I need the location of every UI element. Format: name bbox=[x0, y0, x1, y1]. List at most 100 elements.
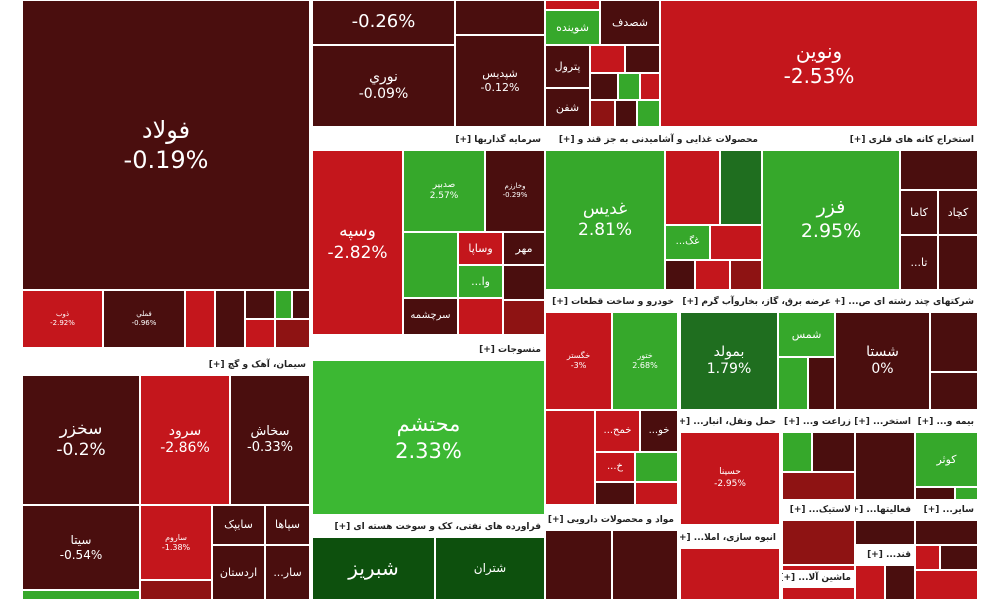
stock-change: 2.68% bbox=[632, 361, 658, 370]
tile bbox=[215, 290, 245, 348]
tile bbox=[595, 482, 635, 505]
sector-header[interactable]: لاستیک... [+] bbox=[782, 502, 855, 520]
stock-change: -2.92% bbox=[50, 319, 75, 327]
stock-change: -0.54% bbox=[59, 547, 103, 562]
stock-symbol: خو... bbox=[648, 424, 670, 436]
sector-header[interactable]: سیمان، آهک و گچ [+] bbox=[22, 357, 310, 375]
stock-symbol: ذوب bbox=[55, 310, 70, 319]
stock-symbol: شبریز bbox=[348, 556, 399, 580]
tile bbox=[455, 0, 545, 35]
stock-change: -2.53% bbox=[783, 63, 855, 88]
stock-tile: فملي -0.96% bbox=[103, 290, 185, 348]
sector-header[interactable]: شرکتهای چند رشته ای ص... [+] bbox=[835, 294, 978, 312]
stock-symbol: شصدف bbox=[612, 15, 648, 29]
stock-tile: سخاش -0.33% bbox=[230, 375, 310, 505]
tile bbox=[885, 565, 915, 600]
stock-symbol: ختور bbox=[637, 351, 653, 360]
tile bbox=[855, 520, 915, 545]
stock-change: -0.96% bbox=[131, 319, 157, 327]
sector-header[interactable]: سایر... [+] bbox=[915, 502, 978, 520]
sector-header[interactable]: استخراج کانه های فلزی [+] bbox=[762, 132, 978, 150]
tile bbox=[590, 45, 625, 73]
sector-header[interactable]: زراعت و... [+] bbox=[782, 414, 855, 432]
tile bbox=[955, 487, 978, 500]
sector-header[interactable]: فعالیتها... [+] bbox=[855, 502, 915, 520]
stock-tile: وسپه -2.82% bbox=[312, 150, 403, 335]
tile bbox=[625, 45, 660, 73]
stock-tile: وساپا bbox=[458, 232, 503, 265]
stock-tile: سرچشمه bbox=[403, 298, 458, 335]
stock-tile: وا... bbox=[458, 265, 503, 298]
stock-change: -2.82% bbox=[327, 242, 388, 263]
tile bbox=[778, 357, 808, 410]
tile bbox=[590, 100, 615, 127]
stock-tile: بمولد 1.79% bbox=[680, 312, 778, 410]
tile bbox=[938, 235, 978, 290]
sector-header[interactable]: خودرو و ساخت قطعات [+] bbox=[545, 294, 678, 312]
tile bbox=[635, 452, 678, 482]
sector-header[interactable]: محصولات غذایی و آشامیدنی به جز قند و [+] bbox=[545, 132, 762, 150]
stock-change: -0.2% bbox=[56, 440, 106, 460]
tile bbox=[637, 100, 660, 127]
tile bbox=[930, 372, 978, 410]
tile bbox=[665, 150, 720, 225]
stock-change: -2.95% bbox=[714, 478, 746, 489]
sector-header[interactable]: انبوه سازی، املا... [+] bbox=[680, 530, 780, 548]
stock-symbol: خمح... bbox=[603, 424, 632, 436]
stock-symbol: سرچشمه bbox=[410, 310, 451, 322]
tile bbox=[590, 73, 618, 100]
stock-symbol: مهر bbox=[515, 241, 533, 255]
stock-symbol: پترول bbox=[554, 59, 581, 73]
stock-symbol: وخارزم bbox=[504, 182, 526, 191]
stock-change: 2.81% bbox=[578, 220, 633, 240]
sector-header[interactable]: ماشین آلا... [+] bbox=[782, 570, 855, 588]
tile bbox=[545, 410, 595, 505]
stock-symbol: وساپا bbox=[468, 241, 493, 255]
stock-tile: خ... bbox=[595, 452, 635, 482]
sector-header[interactable]: سرمایه گذاریها [+] bbox=[312, 132, 545, 150]
sector-header[interactable]: قند... [+] bbox=[855, 547, 915, 565]
tile bbox=[275, 290, 292, 319]
stock-symbol: شپديس bbox=[482, 67, 518, 81]
sector-header[interactable]: مواد و محصولات دارویی [+] bbox=[545, 512, 678, 530]
stock-change: 2.95% bbox=[800, 220, 862, 242]
stock-symbol: فولاد bbox=[141, 116, 191, 144]
tile bbox=[458, 298, 503, 335]
stock-change: 0% bbox=[871, 361, 894, 377]
tile bbox=[185, 290, 215, 348]
stock-tile: سپاها bbox=[265, 505, 310, 545]
sector-header[interactable]: فراورده های نفتی، کک و سوخت هسته ای [+] bbox=[312, 519, 545, 537]
sector-header[interactable]: منسوجات [+] bbox=[312, 342, 545, 360]
tile bbox=[915, 487, 955, 500]
stock-change: 2.33% bbox=[395, 438, 462, 463]
tile bbox=[640, 73, 660, 100]
tile bbox=[900, 150, 978, 190]
stock-symbol: غگ... bbox=[675, 236, 700, 248]
stock-tile: صدبیر 2.57% bbox=[403, 150, 485, 232]
stock-tile: ختور 2.68% bbox=[612, 312, 678, 410]
stock-symbol: ونوين bbox=[795, 38, 843, 63]
stock-tile: ذوب -2.92% bbox=[22, 290, 103, 348]
stock-tile: مهر bbox=[503, 232, 545, 265]
stock-symbol: سپاها bbox=[274, 518, 301, 532]
stock-tile: ساروم -1.38% bbox=[140, 505, 212, 580]
stock-change: 1.79% bbox=[706, 361, 752, 377]
stock-tile: سرود -2.86% bbox=[140, 375, 230, 505]
stock-tile: کاما bbox=[900, 190, 938, 235]
sector-header[interactable]: عرضه برق، گاز، بخاروآب گرم [+] bbox=[680, 294, 835, 312]
tile bbox=[812, 432, 855, 472]
stock-tile: شتران bbox=[435, 537, 545, 600]
stock-symbol: اردستان bbox=[219, 565, 258, 579]
stock-tile: سخزر -0.2% bbox=[22, 375, 140, 505]
tile bbox=[782, 520, 855, 565]
sector-header[interactable]: استخر... [+] bbox=[855, 414, 915, 432]
tile bbox=[618, 73, 640, 100]
stock-symbol: سرود bbox=[168, 422, 202, 439]
stock-tile: شفن bbox=[545, 88, 590, 127]
stock-change: -0.09% bbox=[358, 86, 409, 102]
stock-symbol: محتشم bbox=[396, 412, 461, 437]
stock-change: -0.33% bbox=[247, 440, 293, 455]
sector-header[interactable]: بیمه و... [+] bbox=[915, 414, 978, 432]
sector-header[interactable]: حمل ونقل، انبار... [+] bbox=[680, 414, 780, 432]
